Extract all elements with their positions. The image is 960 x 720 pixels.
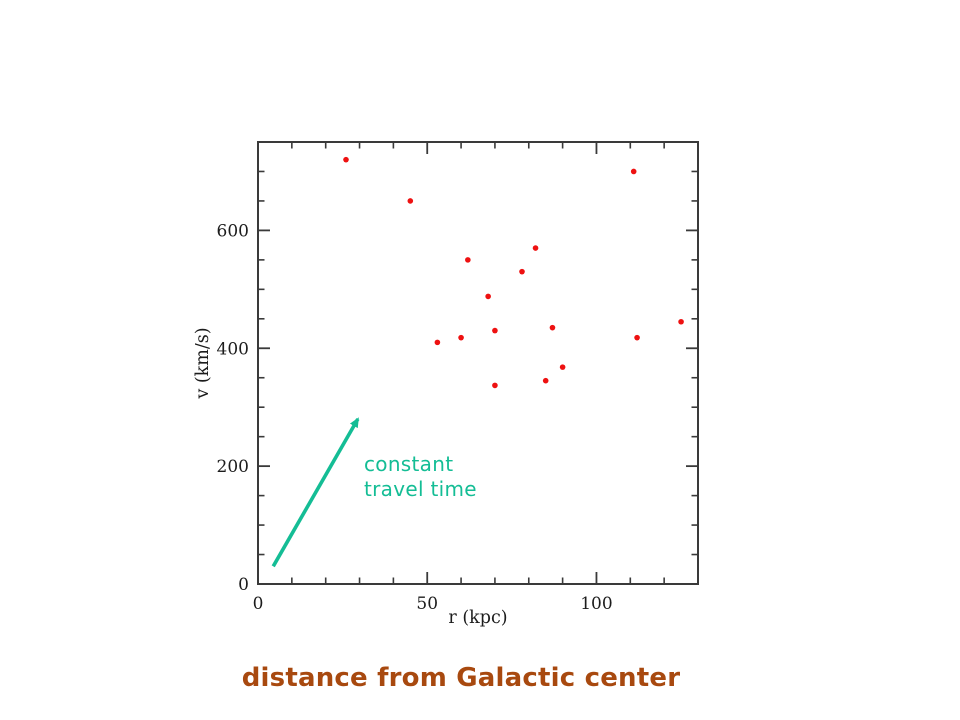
data-point xyxy=(434,339,441,346)
y-tick-label: 0 xyxy=(238,575,249,595)
data-point xyxy=(678,318,684,325)
x-tick-label: 50 xyxy=(416,594,438,614)
data-point xyxy=(519,268,525,275)
annotation-constant-travel-time: constant travel time xyxy=(364,452,477,502)
data-point xyxy=(492,382,498,389)
data-point xyxy=(485,293,491,300)
x-axis-title: r (kpc) xyxy=(448,608,507,628)
data-point xyxy=(492,327,498,334)
data-point xyxy=(634,334,640,341)
x-tick-label: 0 xyxy=(253,594,264,614)
y-tick-label: 600 xyxy=(217,221,249,241)
data-point xyxy=(407,198,414,204)
data-point xyxy=(549,324,556,331)
data-point xyxy=(532,245,539,251)
constant-travel-time-arrow xyxy=(271,417,360,568)
data-point xyxy=(465,257,471,263)
y-axis-title: v (km/s) xyxy=(193,327,213,399)
y-tick-label: 400 xyxy=(217,339,249,359)
data-point xyxy=(542,377,549,384)
y-tick-label: 200 xyxy=(217,457,249,477)
data-point xyxy=(630,168,637,175)
data-point xyxy=(343,156,349,163)
annotation-line-1: constant xyxy=(364,452,454,476)
data-point xyxy=(458,334,464,341)
data-point xyxy=(559,364,566,370)
annotation-line-2: travel time xyxy=(364,477,477,501)
x-tick-label: 100 xyxy=(580,594,612,614)
plot-frame xyxy=(257,141,699,585)
caption-distance-from-galactic-center: distance from Galactic center xyxy=(241,663,681,693)
